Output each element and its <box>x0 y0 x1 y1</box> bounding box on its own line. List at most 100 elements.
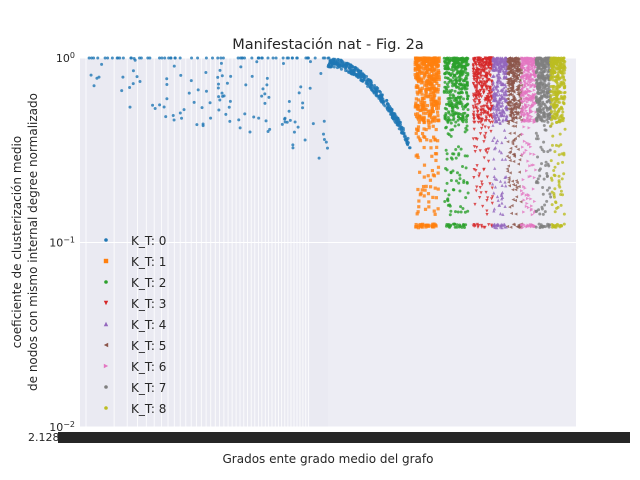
legend-marker <box>103 300 109 306</box>
data-point-1 <box>424 223 428 227</box>
data-point-5 <box>517 170 521 174</box>
data-point-8 <box>553 100 557 104</box>
data-point-3 <box>483 82 487 86</box>
data-point-5 <box>514 101 518 105</box>
legend-item: K_T: 7 <box>104 381 166 395</box>
data-point-5 <box>506 90 510 94</box>
data-point-3 <box>485 175 489 179</box>
data-point-2 <box>456 106 460 110</box>
data-point-3 <box>472 106 476 110</box>
data-point-0 <box>321 56 325 60</box>
data-point-1 <box>416 78 420 83</box>
data-point-2 <box>457 123 461 127</box>
data-point-7 <box>547 82 551 86</box>
data-point-0 <box>219 56 223 60</box>
data-point-1 <box>428 88 432 92</box>
data-point-1 <box>425 68 429 72</box>
data-point-4 <box>492 191 496 195</box>
data-point-4 <box>493 166 497 170</box>
data-point-5 <box>511 70 515 74</box>
data-point-2 <box>462 223 466 227</box>
data-point-8 <box>563 78 567 82</box>
data-point-5 <box>513 62 517 67</box>
data-point-6 <box>521 93 526 97</box>
data-point-1 <box>434 72 438 76</box>
data-point-2 <box>448 204 452 208</box>
data-point-2 <box>464 67 468 71</box>
data-point-1 <box>417 199 421 203</box>
data-point-4 <box>493 145 498 150</box>
data-point-6 <box>524 148 528 152</box>
data-point-6 <box>525 116 530 121</box>
data-point-6 <box>531 95 535 99</box>
data-point-7 <box>540 63 544 67</box>
data-point-5 <box>517 62 521 66</box>
data-point-0 <box>406 136 410 140</box>
data-point-4 <box>497 69 501 73</box>
data-point-5 <box>516 162 520 166</box>
data-point-6 <box>527 59 532 64</box>
data-point-2 <box>461 105 465 109</box>
data-point-3 <box>488 91 492 96</box>
data-point-5 <box>509 107 513 111</box>
data-point-1 <box>437 70 441 75</box>
data-point-3 <box>479 74 483 78</box>
data-point-0 <box>229 74 233 78</box>
data-point-8 <box>562 212 566 216</box>
data-point-5 <box>515 110 519 114</box>
data-point-5 <box>514 212 518 216</box>
data-point-0 <box>228 119 232 123</box>
data-point-1 <box>424 91 428 95</box>
legend-label: K_T: 7 <box>131 381 166 395</box>
data-point-2 <box>452 222 456 226</box>
data-point-5 <box>506 119 511 123</box>
data-point-7 <box>541 77 545 81</box>
data-point-0 <box>404 135 408 139</box>
data-point-8 <box>559 189 563 193</box>
legend-label: K_T: 1 <box>131 255 166 269</box>
data-point-0 <box>306 56 310 60</box>
data-point-3 <box>480 126 484 131</box>
y-axis-ticks: 100 10−1 10−2 <box>49 51 75 435</box>
data-point-8 <box>557 91 561 95</box>
data-point-2 <box>442 90 446 94</box>
data-point-0 <box>407 146 411 150</box>
data-point-8 <box>552 84 556 88</box>
data-point-4 <box>491 58 496 62</box>
data-point-0 <box>160 56 164 60</box>
data-point-4 <box>496 114 500 118</box>
data-point-1 <box>424 88 428 92</box>
data-point-0 <box>400 125 404 129</box>
data-point-0 <box>301 101 305 105</box>
data-point-3 <box>485 67 489 71</box>
data-point-4 <box>498 61 502 65</box>
data-point-8 <box>550 143 554 147</box>
data-point-4 <box>497 60 501 64</box>
data-point-7 <box>543 102 547 106</box>
data-point-1 <box>430 69 434 74</box>
data-point-5 <box>510 101 514 105</box>
data-point-8 <box>556 64 560 68</box>
data-point-3 <box>478 195 482 200</box>
data-point-3 <box>474 92 478 96</box>
legend-label: K_T: 4 <box>131 318 166 332</box>
data-point-1 <box>434 196 438 200</box>
data-point-6 <box>532 78 536 82</box>
data-point-8 <box>549 85 553 89</box>
data-point-0 <box>128 105 132 109</box>
data-point-8 <box>553 224 557 228</box>
data-point-3 <box>478 186 482 190</box>
data-point-4 <box>503 66 507 70</box>
x-axis-label: Grados ente grado medio del grafo <box>223 452 434 466</box>
data-point-4 <box>499 93 504 97</box>
data-point-0 <box>385 102 389 106</box>
data-point-5 <box>513 136 517 141</box>
data-point-1 <box>424 127 428 132</box>
data-point-3 <box>479 117 484 121</box>
data-point-0 <box>396 119 400 123</box>
data-point-1 <box>420 188 424 192</box>
data-point-5 <box>512 105 516 109</box>
data-point-7 <box>537 83 541 87</box>
data-point-7 <box>536 87 540 91</box>
data-point-0 <box>301 106 305 110</box>
